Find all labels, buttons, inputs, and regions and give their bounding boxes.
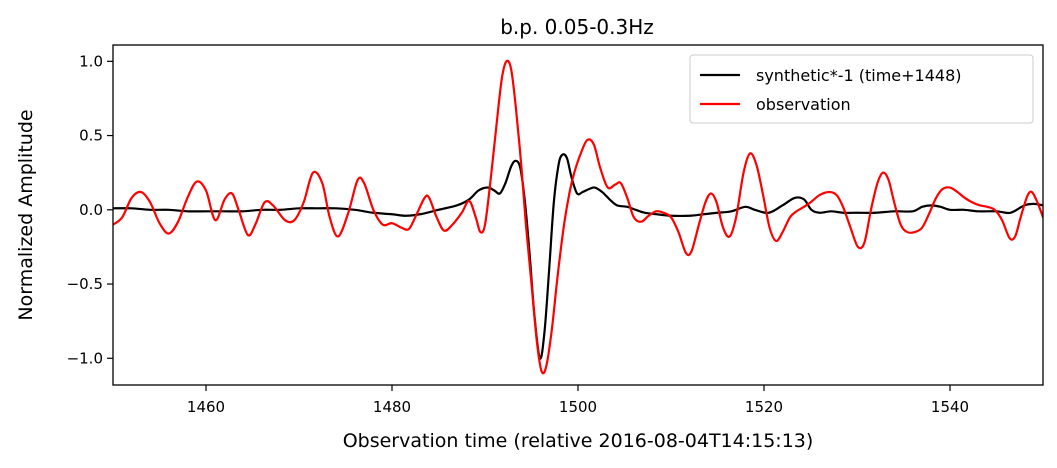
x-tick-label: 1480	[373, 398, 411, 416]
x-tick-label: 1520	[745, 398, 783, 416]
plot-frame	[112, 44, 1044, 386]
y-axis-label: Normalized Amplitude	[15, 109, 37, 320]
legend: synthetic*-1 (time+1448) observation	[689, 54, 1034, 124]
y-tick-label: 0.5	[79, 127, 103, 145]
legend-box	[689, 54, 1034, 124]
x-tick-label: 1540	[931, 398, 969, 416]
y-tick-label: −0.5	[67, 275, 103, 293]
x-axis-label: Observation time (relative 2016-08-04T14…	[343, 430, 814, 452]
x-tick-label: 1500	[559, 398, 597, 416]
y-tick-label: −1.0	[67, 349, 103, 367]
chart-title: b.p. 0.05-0.3Hz	[500, 15, 654, 39]
legend-label-observation: observation	[756, 95, 851, 114]
y-tick-label: 0.0	[79, 201, 103, 219]
series-line-synthetic	[113, 153, 1043, 360]
y-tick-label: 1.0	[79, 52, 103, 70]
x-axis: 1460 1480 1500 1520 1540	[187, 385, 969, 416]
x-tick-label: 1460	[187, 398, 225, 416]
legend-label-synthetic: synthetic*-1 (time+1448)	[756, 66, 962, 85]
series-line-observation	[113, 59, 1043, 375]
plot-lines	[113, 59, 1043, 375]
y-axis: 1.0 0.5 0.0 −0.5 −1.0	[67, 52, 113, 367]
